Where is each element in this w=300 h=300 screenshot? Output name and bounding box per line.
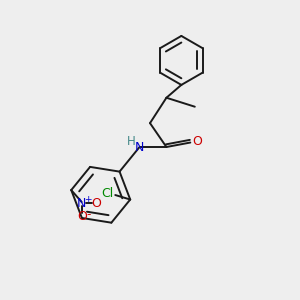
- Text: +: +: [85, 195, 92, 204]
- Text: O: O: [192, 134, 202, 148]
- Text: O: O: [77, 210, 87, 224]
- Text: N: N: [135, 140, 144, 154]
- Text: N: N: [77, 197, 86, 210]
- Text: -: -: [86, 208, 91, 221]
- Text: O: O: [92, 197, 102, 210]
- Text: Cl: Cl: [101, 187, 113, 200]
- Text: H: H: [127, 135, 136, 148]
